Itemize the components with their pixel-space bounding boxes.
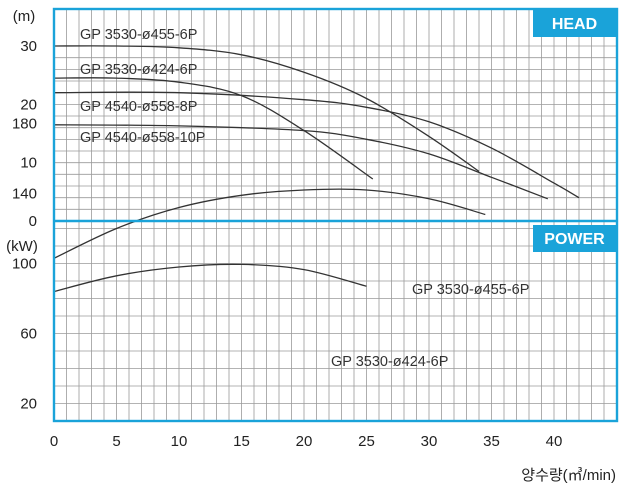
y-tick-label: 20 <box>20 96 37 113</box>
x-tick-label: 20 <box>296 433 313 450</box>
y-tick-label: 30 <box>20 38 37 55</box>
head-banner <box>533 10 616 37</box>
x-tick-label: 25 <box>358 433 375 450</box>
curve-power-1 <box>53 188 486 259</box>
curve-head-4 <box>53 124 549 200</box>
y-tick-label: 20 <box>20 396 37 413</box>
series-label-head-3: GP 4540-ø558-8P <box>80 99 197 115</box>
x-tick-label: 10 <box>171 433 188 450</box>
plot-frame <box>52 7 619 423</box>
y-tick-label: 100 <box>12 256 37 273</box>
curve-head-1 <box>53 45 480 172</box>
y-tick-label: 60 <box>20 326 37 343</box>
chart-frame <box>52 7 619 423</box>
head-unit-label: (m) <box>13 8 36 25</box>
grid <box>54 9 617 421</box>
x-tick-label: 40 <box>546 433 563 450</box>
series-label-head-2: GP 3530-ø424-6P <box>80 62 197 78</box>
curves <box>53 45 580 293</box>
curve-head-3 <box>53 91 580 199</box>
power-banner <box>533 225 616 252</box>
curve-power-2 <box>53 263 367 293</box>
labels: GP 3530-ø455-6P GP 3530-ø424-6P GP 4540-ø5… <box>6 8 616 484</box>
series-label-head-4: GP 4540-ø558-10P <box>80 130 205 146</box>
y-tick-label: 180 <box>12 116 37 133</box>
series-label-head-1: GP 3530-ø455-6P <box>80 27 197 43</box>
x-tick-label: 35 <box>483 433 500 450</box>
x-tick-label: 0 <box>50 433 58 450</box>
series-label-power-1: GP 3530-ø455-6P <box>412 282 529 298</box>
x-tick-label: 5 <box>112 433 120 450</box>
y-tick-label: 0 <box>29 213 37 230</box>
series-label-power-2: GP 3530-ø424-6P <box>331 354 448 370</box>
power-banner-label: POWER <box>544 231 605 248</box>
x-tick-label: 15 <box>233 433 250 450</box>
x-tick-label: 30 <box>421 433 438 450</box>
y-tick-label: 10 <box>20 155 37 172</box>
x-axis-label: 양수량(㎥/min) <box>521 467 616 484</box>
curve-head-2 <box>53 77 374 180</box>
power-unit-label: (kW) <box>6 238 38 255</box>
y-tick-label: 140 <box>12 186 37 203</box>
head-banner-label: HEAD <box>552 16 597 33</box>
